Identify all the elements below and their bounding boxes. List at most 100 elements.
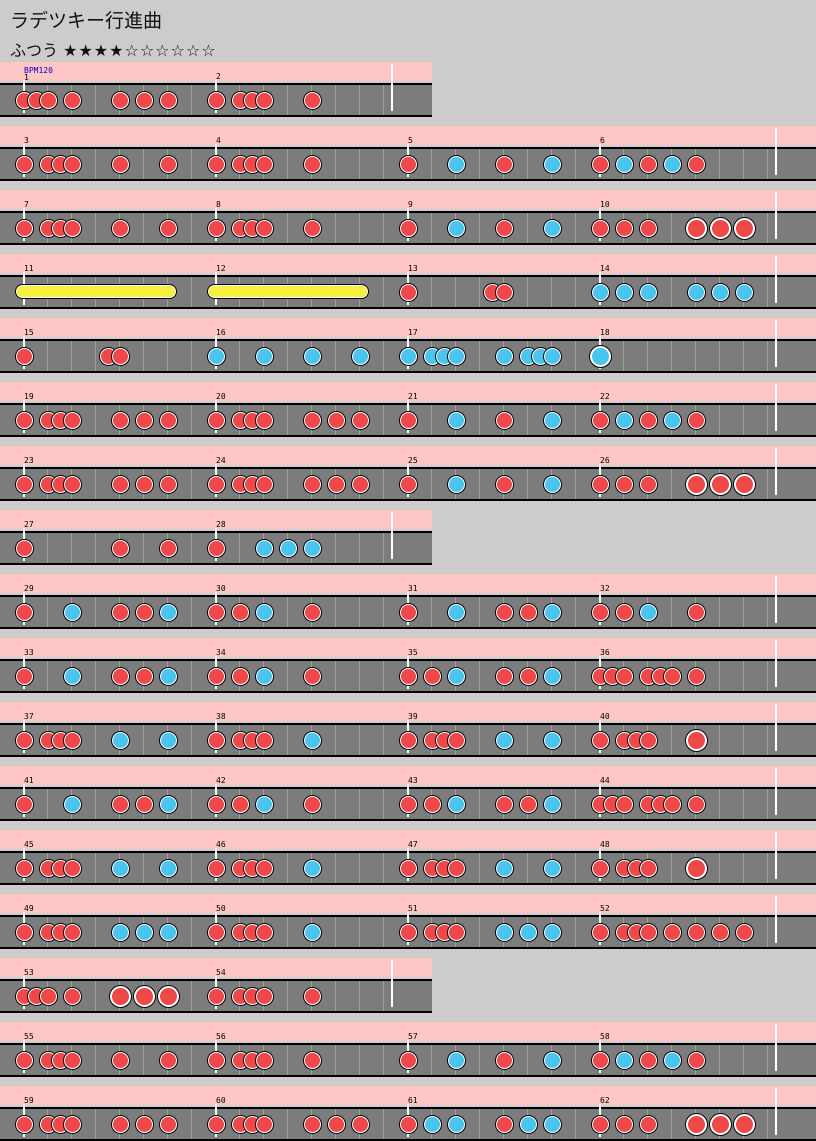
don-note xyxy=(615,1115,633,1133)
beat-line xyxy=(767,1109,768,1139)
beat-line xyxy=(191,1045,192,1075)
beat-line xyxy=(191,1109,192,1139)
beat-line xyxy=(767,213,768,243)
don-note xyxy=(399,411,417,429)
measure-number: 19 xyxy=(24,392,34,401)
don-note xyxy=(687,923,705,941)
don-note xyxy=(15,539,33,557)
don-note xyxy=(207,795,225,813)
beat-line xyxy=(647,341,648,371)
beat-line xyxy=(359,725,360,755)
bar-line xyxy=(775,832,777,879)
measure-row-band xyxy=(0,1022,816,1041)
beat-line xyxy=(743,597,744,627)
don-note xyxy=(303,795,321,813)
beat-line xyxy=(47,341,48,371)
measure-number: 8 xyxy=(216,200,221,209)
ka-note xyxy=(207,347,225,365)
beat-line xyxy=(671,277,672,307)
don-note xyxy=(615,667,633,685)
don-note xyxy=(687,155,705,173)
don-note xyxy=(423,667,441,685)
beat-line xyxy=(191,917,192,947)
measure-row-band xyxy=(0,830,816,849)
beat-line xyxy=(359,981,360,1011)
don-note xyxy=(231,667,249,685)
don-note xyxy=(159,1051,177,1069)
don-note xyxy=(63,1115,81,1133)
don-note xyxy=(303,219,321,237)
ka-note xyxy=(519,923,537,941)
don-note xyxy=(255,219,273,237)
bar-line xyxy=(775,448,777,495)
don-note xyxy=(495,795,513,813)
measure-number: 38 xyxy=(216,712,226,721)
ka-note xyxy=(255,795,273,813)
beat-line xyxy=(383,213,384,243)
don-note xyxy=(111,155,129,173)
don-note xyxy=(327,1115,345,1133)
measure-number: 27 xyxy=(24,520,34,529)
beat-line xyxy=(479,597,480,627)
beat-line xyxy=(287,597,288,627)
beat-line xyxy=(191,85,192,115)
ka-note xyxy=(543,923,561,941)
don-note xyxy=(39,987,57,1005)
don-note xyxy=(495,1115,513,1133)
measure-number: 47 xyxy=(408,840,418,849)
beat-line xyxy=(719,661,720,691)
don-big-note xyxy=(685,217,707,239)
don-big-note xyxy=(733,473,755,495)
don-note xyxy=(495,667,513,685)
don-note xyxy=(399,1051,417,1069)
beat-line xyxy=(383,533,384,563)
beat-line xyxy=(719,405,720,435)
beat-line xyxy=(479,277,480,307)
beat-line xyxy=(359,853,360,883)
beat-line xyxy=(383,725,384,755)
beat-line xyxy=(335,853,336,883)
beat-line xyxy=(575,725,576,755)
don-note xyxy=(615,603,633,621)
measure-number: 42 xyxy=(216,776,226,785)
ka-note xyxy=(543,155,561,173)
beat-line xyxy=(95,149,96,179)
don-note xyxy=(591,1051,609,1069)
difficulty-label: ふつう xyxy=(10,41,59,60)
beat-line xyxy=(383,981,384,1011)
beat-line xyxy=(671,213,672,243)
beat-line xyxy=(767,149,768,179)
beat-line xyxy=(743,789,744,819)
beat-line xyxy=(143,853,144,883)
beat-line xyxy=(479,1045,480,1075)
beat-line xyxy=(623,341,624,371)
don-note xyxy=(63,91,81,109)
beat-line xyxy=(671,725,672,755)
beat-line xyxy=(95,853,96,883)
measure-number: 31 xyxy=(408,584,418,593)
don-note xyxy=(663,923,681,941)
don-note xyxy=(735,923,753,941)
beat-line xyxy=(287,853,288,883)
beat-line xyxy=(143,341,144,371)
measure-row-band xyxy=(0,446,816,465)
don-note xyxy=(423,795,441,813)
ka-note xyxy=(447,155,465,173)
ka-note xyxy=(615,411,633,429)
don-note xyxy=(15,603,33,621)
don-note xyxy=(303,155,321,173)
don-note xyxy=(711,923,729,941)
don-note xyxy=(111,603,129,621)
ka-note xyxy=(543,1051,561,1069)
don-note xyxy=(687,795,705,813)
don-note xyxy=(687,667,705,685)
don-note xyxy=(399,667,417,685)
beat-line xyxy=(383,149,384,179)
beat-line xyxy=(575,341,576,371)
don-note xyxy=(159,155,177,173)
don-note xyxy=(15,923,33,941)
ka-note xyxy=(543,603,561,621)
measure-row-band xyxy=(0,638,816,657)
beat-line xyxy=(767,469,768,499)
don-note xyxy=(15,155,33,173)
